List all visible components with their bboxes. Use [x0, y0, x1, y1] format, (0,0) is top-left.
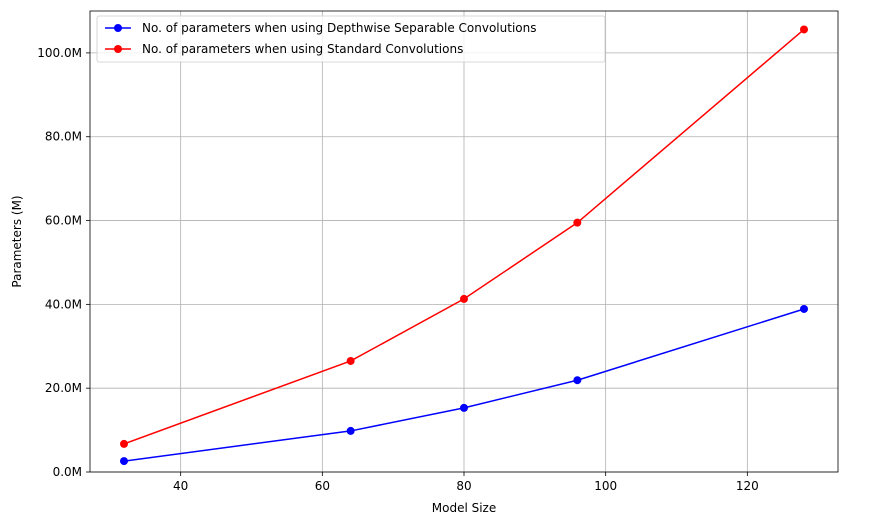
data-point-1-4: [800, 25, 808, 34]
data-point-0-0: [120, 457, 128, 466]
y-tick-label: 100.0M: [37, 46, 82, 60]
y-tick-label: 40.0M: [45, 297, 82, 311]
data-point-1-1: [346, 356, 355, 365]
x-axis-label: Model Size: [432, 501, 496, 515]
y-tick-label: 80.0M: [45, 130, 82, 144]
data-point-0-4: [800, 304, 808, 313]
legend-entry-depthwise: No. of parameters when using Depthwise S…: [105, 21, 537, 35]
legend-entry-standard: No. of parameters when using Standard Co…: [105, 42, 463, 56]
x-tick-label: 100: [594, 479, 617, 493]
data-point-1-0: [120, 439, 128, 448]
x-tick-label: 60: [315, 479, 330, 493]
legend-marker-depthwise: [114, 24, 122, 32]
x-tick-label: 40: [173, 479, 188, 493]
y-axis-ticks: 0.0M 20.0M 40.0M 60.0M 80.0M 100.0M: [37, 46, 90, 479]
y-axis-label: Parameters (M): [10, 195, 24, 287]
x-tick-label: 80: [456, 479, 471, 493]
legend-label-standard: No. of parameters when using Standard Co…: [142, 42, 463, 56]
data-point-0-1: [346, 426, 355, 435]
x-axis-ticks: 40 60 80 100 120: [173, 472, 759, 493]
legend-marker-standard: [114, 45, 122, 53]
series-layer: [120, 25, 808, 466]
data-point-0-2: [460, 403, 468, 412]
grid: [90, 11, 838, 473]
legend-label-depthwise: No. of parameters when using Depthwise S…: [142, 21, 537, 35]
data-point-1-3: [573, 218, 582, 227]
y-tick-label: 20.0M: [45, 381, 82, 395]
legend-box: [96, 15, 606, 63]
y-tick-label: 0.0M: [53, 465, 82, 479]
data-point-1-2: [460, 294, 468, 303]
x-tick-label: 120: [736, 479, 759, 493]
data-point-0-3: [573, 376, 582, 385]
y-tick-label: 60.0M: [45, 214, 82, 228]
legend: No. of parameters when using Depthwise S…: [96, 15, 606, 63]
